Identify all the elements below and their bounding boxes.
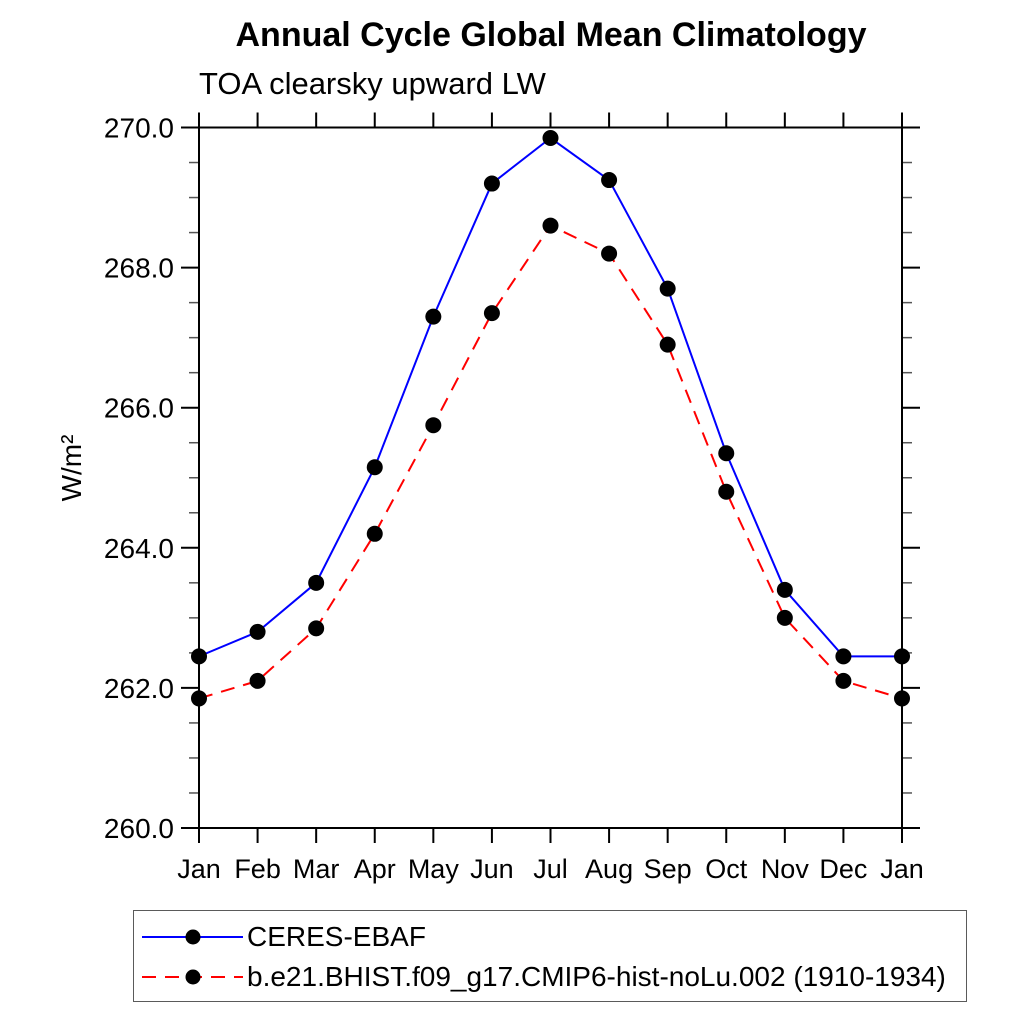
series-line-0 xyxy=(198,136,902,658)
legend-label: CERES-EBAF xyxy=(247,921,426,952)
legend-line-sample-dashed xyxy=(142,969,243,985)
data-point-marker xyxy=(308,620,325,637)
data-point-marker xyxy=(718,445,735,462)
data-point-marker xyxy=(366,525,383,542)
data-point-marker xyxy=(542,130,559,147)
data-point-marker xyxy=(425,417,442,434)
x-tick-label: Mar xyxy=(293,854,340,884)
x-tick-label: Sep xyxy=(644,854,692,884)
x-tick-label: Jan xyxy=(880,854,924,884)
data-point-marker xyxy=(308,574,325,591)
x-tick-label: May xyxy=(408,854,460,884)
data-point-marker xyxy=(718,483,735,500)
data-point-marker xyxy=(191,690,207,707)
y-tick-label: 262.0 xyxy=(104,673,174,704)
data-point-marker xyxy=(366,459,383,476)
data-point-marker xyxy=(601,172,618,189)
y-tick-label: 264.0 xyxy=(104,533,174,564)
data-point-marker xyxy=(249,623,266,640)
data-point-marker xyxy=(542,217,559,234)
x-tick-label: Dec xyxy=(819,854,867,884)
legend-item-ceres: CERES-EBAF xyxy=(138,917,426,957)
data-point-marker xyxy=(894,690,910,707)
data-point-marker xyxy=(776,581,793,598)
data-point-marker xyxy=(659,280,676,297)
chart-subtitle: TOA clearsky upward LW xyxy=(199,66,546,101)
legend-item-model: b.e21.BHIST.f09_g17.CMIP6-hist-noLu.002 … xyxy=(138,957,946,997)
x-tick-label: Feb xyxy=(234,854,281,884)
x-tick-label: Aug xyxy=(585,854,633,884)
data-point-marker xyxy=(191,648,207,665)
y-tick-label: 266.0 xyxy=(104,393,174,424)
x-tick-label: Jan xyxy=(177,854,221,884)
data-point-marker xyxy=(776,609,793,626)
data-point-marker xyxy=(659,336,676,353)
data-point-marker xyxy=(425,308,442,325)
data-point-marker xyxy=(601,245,618,262)
data-point-marker xyxy=(483,305,500,322)
data-point-marker xyxy=(835,672,852,689)
data-point-marker xyxy=(483,175,500,192)
legend-line-sample-solid xyxy=(142,929,243,945)
x-tick-label: Jul xyxy=(533,854,568,884)
legend: CERES-EBAF b.e21.BHIST.f09_g17.CMIP6-his… xyxy=(133,910,967,1002)
x-tick-label: Nov xyxy=(761,854,810,884)
legend-label: b.e21.BHIST.f09_g17.CMIP6-hist-noLu.002 … xyxy=(247,961,946,992)
y-tick-label: 268.0 xyxy=(104,253,174,284)
x-tick-label: Apr xyxy=(354,854,396,884)
x-tick-label: Oct xyxy=(705,854,748,884)
data-point-marker xyxy=(894,648,910,665)
y-tick-label: 270.0 xyxy=(104,113,174,144)
chart-title: Annual Cycle Global Mean Climatology xyxy=(235,16,867,54)
series-line-1 xyxy=(198,224,903,700)
x-tick-label: Jun xyxy=(470,854,514,884)
data-point-marker xyxy=(249,672,266,689)
y-tick-label: 260.0 xyxy=(104,813,174,844)
data-point-marker xyxy=(835,648,852,665)
